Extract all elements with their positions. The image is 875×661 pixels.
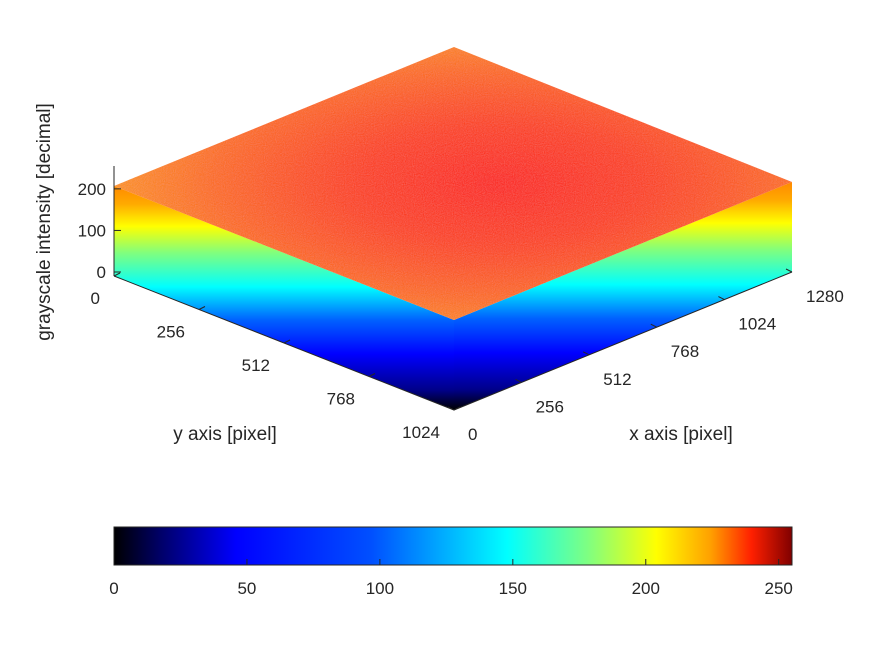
y-axis-label: y axis [pixel] (173, 424, 276, 445)
y-tick-label: 1024 (402, 423, 440, 442)
x-tick-label: 1280 (806, 287, 844, 306)
y-tick-mark (198, 306, 206, 310)
x-tick-mark (785, 268, 793, 273)
colorbar (113, 526, 793, 566)
z-tick-label: 100 (78, 221, 106, 240)
y-tick-label: 256 (157, 323, 185, 342)
z-axis-ticks: 0 100 200 (78, 180, 121, 282)
colorbar-tick-label: 250 (765, 579, 793, 598)
x-tick-mark (515, 378, 522, 383)
x-axis-line (453, 271, 793, 411)
x-tick-label: 1024 (738, 315, 776, 334)
x-tick-label: 0 (468, 425, 477, 444)
x-axis-label: x axis [pixel] (629, 424, 732, 445)
colorbar-tick-label: 50 (237, 579, 256, 598)
y-tick-label: 768 (327, 390, 355, 409)
colorbar-tick-label: 0 (109, 579, 118, 598)
x-tick-label: 256 (536, 397, 564, 416)
colorbar-tick-label: 200 (632, 579, 660, 598)
z-tick-label: 200 (78, 180, 106, 199)
x-tick-mark (718, 296, 725, 301)
x-tick-label: 512 (603, 370, 631, 389)
x-tick-mark (582, 351, 590, 356)
y-tick-mark (113, 272, 121, 277)
y-tick-mark (283, 339, 291, 344)
surface-right-wall (454, 182, 792, 410)
z-axis-label: grayscale intensity [decimal] (34, 103, 55, 341)
z-tick-label: 0 (97, 263, 106, 282)
y-tick-label: 512 (242, 356, 270, 375)
y-tick-mark (368, 373, 376, 377)
surface-top-face (114, 47, 792, 320)
x-tick-mark (447, 406, 455, 411)
x-axis-ticks: 0 256 512 768 1024 1280 (447, 268, 844, 444)
y-axis-ticks: 0 256 512 768 1024 (91, 272, 461, 442)
x-tick-label: 768 (671, 342, 699, 361)
colorbar-tick-label: 150 (499, 579, 527, 598)
y-tick-label: 0 (91, 289, 100, 308)
colorbar-tick-label: 100 (366, 579, 394, 598)
surface-left-wall (114, 186, 454, 410)
colorbar-ticks: 0 50 100 150 200 250 (109, 559, 793, 598)
x-tick-mark (650, 323, 658, 328)
